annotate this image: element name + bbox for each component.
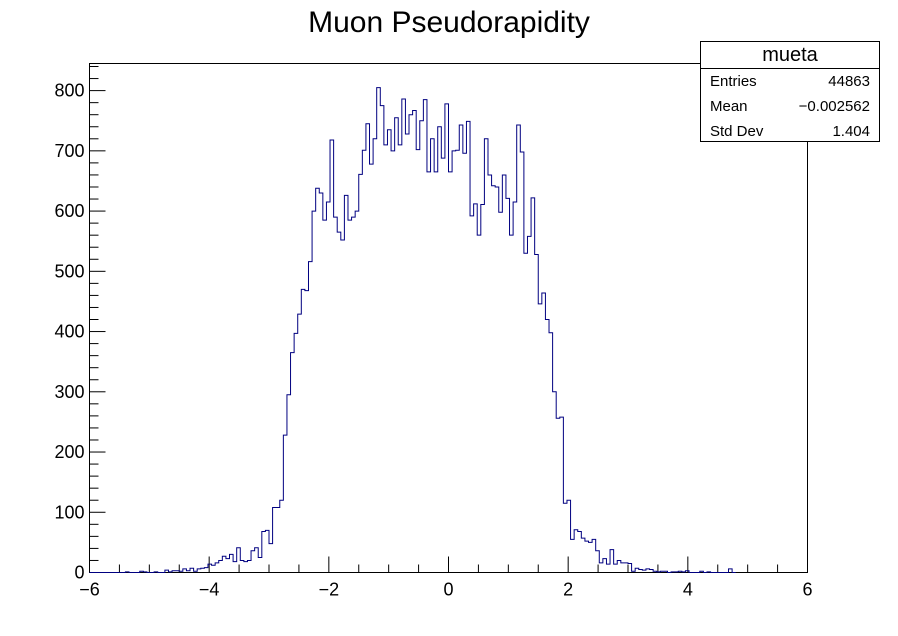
- x-tick-label: 0: [443, 580, 453, 600]
- y-tick-label: 600: [54, 201, 84, 221]
- x-tick-label: 4: [683, 580, 693, 600]
- y-tick-label: 700: [54, 141, 84, 161]
- histogram-line: [89, 87, 736, 573]
- chart-title: Muon Pseudorapidity: [308, 6, 590, 39]
- y-tick-label: 400: [54, 322, 84, 342]
- y-axis: 0 100 200 300 400 500 600 700 800: [54, 66, 106, 583]
- x-tick-label: 2: [563, 580, 573, 600]
- stats-row-stddev: Std Dev 1.404: [701, 119, 879, 144]
- stats-row-entries: Entries 44863: [701, 69, 879, 94]
- stats-box: mueta Entries 44863 Mean −0.002562 Std D…: [700, 41, 880, 142]
- stats-mean-value: −0.002562: [798, 98, 870, 115]
- stats-stddev-value: 1.404: [832, 123, 870, 140]
- y-tick-label: 0: [74, 563, 84, 583]
- stats-mean-label: Mean: [710, 98, 748, 115]
- y-tick-label: 200: [54, 442, 84, 462]
- stats-entries-value: 44863: [828, 73, 870, 90]
- stats-row-mean: Mean −0.002562: [701, 94, 879, 119]
- x-tick-label: −6: [79, 580, 100, 600]
- y-tick-label: 100: [54, 502, 84, 522]
- stats-stddev-label: Std Dev: [710, 123, 764, 140]
- y-tick-label: 500: [54, 261, 84, 281]
- stats-entries-label: Entries: [710, 73, 757, 90]
- x-tick-label: −4: [199, 580, 220, 600]
- stats-title: mueta: [701, 42, 879, 69]
- x-tick-label: −2: [319, 580, 340, 600]
- y-tick-label: 300: [54, 382, 84, 402]
- x-tick-label: 6: [802, 580, 812, 600]
- x-axis: −6 −4 −2 0 2 4 6: [79, 556, 813, 600]
- y-tick-label: 800: [54, 81, 84, 101]
